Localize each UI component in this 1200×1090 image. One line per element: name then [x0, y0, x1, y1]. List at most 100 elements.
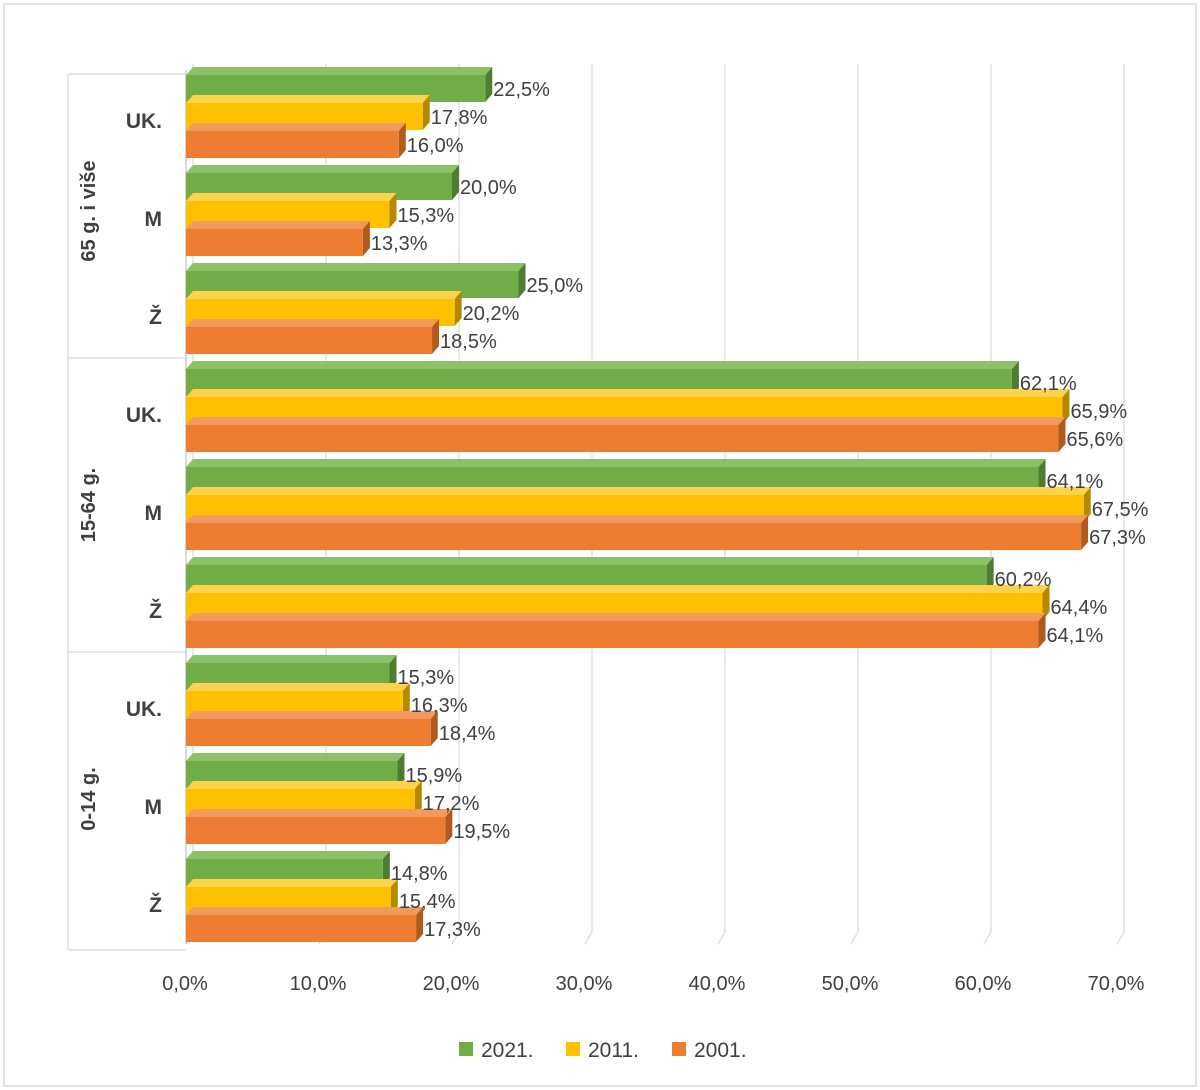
- bar-side: [422, 95, 430, 130]
- bar-side: [432, 319, 440, 354]
- gridline-floor: [451, 931, 460, 945]
- legend: 2021. 2011. 2001.: [459, 1039, 747, 1062]
- bar-side: [1011, 361, 1019, 396]
- bar-top: [186, 417, 1066, 425]
- x-tick-label: 30,0%: [556, 973, 613, 995]
- x-tick-label: 70,0%: [1088, 973, 1145, 995]
- bar-top: [186, 95, 430, 103]
- bar-side: [1083, 487, 1091, 522]
- data-label: 20,2%: [463, 303, 520, 325]
- x-tick-label: 50,0%: [822, 973, 879, 995]
- bar-top: [186, 781, 422, 789]
- data-label: 16,0%: [407, 135, 464, 157]
- data-label: 17,3%: [424, 919, 481, 941]
- bar-side: [362, 221, 370, 256]
- data-label: 15,3%: [397, 205, 454, 227]
- bar-side: [454, 291, 462, 326]
- data-label: 19,5%: [453, 821, 510, 843]
- data-label: 13,3%: [371, 233, 428, 255]
- bar-side: [397, 753, 405, 788]
- group-label: 0-14 g.: [78, 767, 100, 830]
- category-label: UK.: [126, 404, 162, 427]
- legend-label: 2021.: [481, 1039, 534, 1062]
- category-label: Ž: [149, 599, 162, 623]
- data-label: 15,4%: [399, 891, 456, 913]
- x-tick-label: 40,0%: [689, 973, 746, 995]
- bar: [186, 817, 446, 844]
- data-label: 15,3%: [397, 667, 454, 689]
- bar-top: [186, 193, 397, 201]
- category-label: M: [145, 502, 163, 525]
- group-label: 65 g. i više: [78, 160, 100, 261]
- bar: [186, 621, 1039, 648]
- bar: [186, 915, 417, 942]
- data-labels: 22,5%17,8% 16,0% 20,0% 15,3% 13,3% 25,0% 20,2%…: [371, 79, 1149, 941]
- gridline-floor: [983, 931, 992, 945]
- bar-side: [1081, 515, 1089, 550]
- bar-top: [186, 907, 424, 915]
- bar-top: [186, 165, 459, 173]
- gridline-floor: [1116, 931, 1125, 945]
- category-label: Ž: [149, 893, 162, 917]
- data-label: 65,6%: [1066, 429, 1123, 451]
- bar-side: [986, 557, 994, 592]
- bar-side: [398, 123, 406, 158]
- bar-side: [382, 851, 390, 886]
- bar-side: [390, 879, 398, 914]
- legend-swatch: [672, 1042, 686, 1056]
- bar-top: [186, 711, 438, 719]
- bar-top: [186, 67, 493, 75]
- x-tick-label: 0,0%: [162, 973, 208, 995]
- bar-top: [186, 263, 526, 271]
- bar-side: [1038, 613, 1046, 648]
- bar-side: [1062, 389, 1070, 424]
- category-axis: 65 g. i više UK. M Ž 15-64 g. UK. M Ž 0-14 g. UK.…: [67, 70, 187, 951]
- bar-top: [186, 851, 390, 859]
- x-tick-label: 10,0%: [290, 973, 347, 995]
- bar-top: [186, 291, 462, 299]
- legend-swatch: [566, 1042, 580, 1056]
- data-label: 67,5%: [1092, 499, 1149, 521]
- bar-top: [186, 319, 440, 327]
- bar-top: [186, 753, 405, 761]
- data-label: 65,9%: [1070, 401, 1127, 423]
- bar-side: [485, 67, 493, 102]
- bar-side: [402, 683, 410, 718]
- bar-top: [186, 585, 1050, 593]
- bar-side: [416, 907, 424, 942]
- data-label: 20,0%: [460, 177, 517, 199]
- bar: [186, 523, 1082, 550]
- bar-side: [430, 711, 438, 746]
- bar-side: [1038, 459, 1046, 494]
- bar-side: [445, 809, 453, 844]
- data-label: 25,0%: [527, 275, 584, 297]
- data-label: 64,1%: [1047, 471, 1104, 493]
- category-label: UK.: [126, 110, 162, 133]
- data-label: 18,5%: [440, 331, 497, 353]
- bar: [186, 131, 399, 158]
- gridline-floor: [850, 931, 859, 945]
- bars: [186, 67, 1091, 942]
- bar-side: [452, 165, 459, 200]
- data-label: 62,1%: [1020, 373, 1077, 395]
- legend-label: 2011.: [588, 1039, 639, 1062]
- data-label: 17,2%: [423, 793, 480, 815]
- bar: [186, 327, 433, 354]
- bar-top: [186, 123, 406, 131]
- data-label: 67,3%: [1089, 527, 1146, 549]
- category-label: M: [145, 796, 163, 819]
- bar: [186, 229, 363, 256]
- data-label: 64,4%: [1051, 597, 1108, 619]
- bar-top: [186, 683, 410, 691]
- legend-swatch: [459, 1042, 473, 1056]
- bar-top: [186, 361, 1019, 369]
- data-label: 60,2%: [995, 569, 1052, 591]
- bar-top: [186, 613, 1046, 621]
- x-axis-ticks: 0,0% 10,0% 20,0% 30,0% 40,0% 50,0% 60,0% 70,0%: [162, 973, 1144, 995]
- data-label: 17,8%: [431, 107, 488, 129]
- data-label: 64,1%: [1047, 625, 1104, 647]
- data-label: 16,3%: [411, 695, 468, 717]
- bar-side: [414, 781, 422, 816]
